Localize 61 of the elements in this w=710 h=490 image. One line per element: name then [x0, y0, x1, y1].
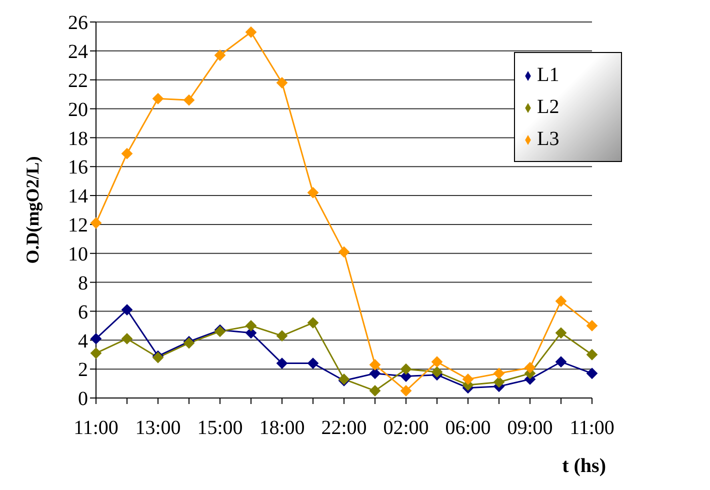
- point: [400, 385, 412, 396]
- y-tick-label: 22: [68, 70, 88, 92]
- point: [586, 349, 598, 360]
- point: [462, 374, 474, 385]
- point: [308, 317, 318, 328]
- y-tick-label: 2: [78, 359, 88, 382]
- point: [370, 359, 380, 370]
- point: [524, 362, 536, 374]
- point: [338, 246, 350, 258]
- x-tick-label: 09:00: [507, 417, 553, 440]
- point: [184, 94, 194, 106]
- x-tick-label: 22:00: [321, 417, 367, 440]
- y-tick-label: 24: [68, 41, 88, 64]
- x-tick-label: 06:00: [445, 417, 491, 440]
- point: [370, 368, 380, 379]
- point: [556, 356, 566, 368]
- x-tick-label: 15:00: [197, 417, 243, 440]
- point: [556, 327, 566, 338]
- x-tick-label: 11:00: [74, 417, 118, 440]
- y-tick-label: 12: [68, 214, 88, 237]
- point: [122, 304, 132, 316]
- point: [556, 296, 566, 307]
- point: [214, 50, 226, 61]
- point: [494, 376, 504, 388]
- x-tick-label: 02:00: [383, 417, 429, 440]
- y-tick-label: 16: [68, 156, 88, 179]
- point: [152, 93, 164, 104]
- y-tick-label: 18: [68, 128, 88, 150]
- point: [400, 364, 412, 375]
- point: [122, 333, 132, 344]
- point: [370, 385, 380, 396]
- legend-label: L3: [537, 128, 560, 150]
- y-tick-label: 26: [68, 12, 88, 34]
- y-tick-label: 4: [78, 330, 88, 352]
- x-tick-label: 18:00: [259, 417, 305, 440]
- point: [246, 320, 256, 332]
- x-axis-title: t (hs): [562, 455, 606, 477]
- point: [276, 77, 288, 88]
- point: [90, 348, 102, 359]
- point: [276, 358, 288, 369]
- y-tick-label: 0: [78, 388, 88, 410]
- point: [122, 148, 132, 160]
- y-tick-label: 6: [78, 301, 88, 324]
- y-tick-label: 20: [68, 98, 88, 121]
- point: [586, 320, 598, 332]
- point: [308, 187, 318, 198]
- point: [308, 358, 318, 369]
- point: [432, 356, 442, 368]
- point: [246, 26, 256, 38]
- point: [276, 330, 288, 342]
- y-axis-title: O.D(mgO2/L): [22, 156, 42, 264]
- point: [432, 366, 442, 378]
- legend-label: L2: [537, 96, 560, 118]
- x-tick-label: 11:00: [570, 417, 614, 440]
- point: [586, 368, 598, 379]
- y-tick-label: 14: [68, 186, 88, 208]
- point: [494, 368, 504, 379]
- y-tick-label: 8: [78, 272, 88, 294]
- legend-label: L1: [537, 64, 560, 86]
- y-tick-label: 10: [68, 243, 88, 266]
- x-tick-label: 13:00: [135, 417, 181, 440]
